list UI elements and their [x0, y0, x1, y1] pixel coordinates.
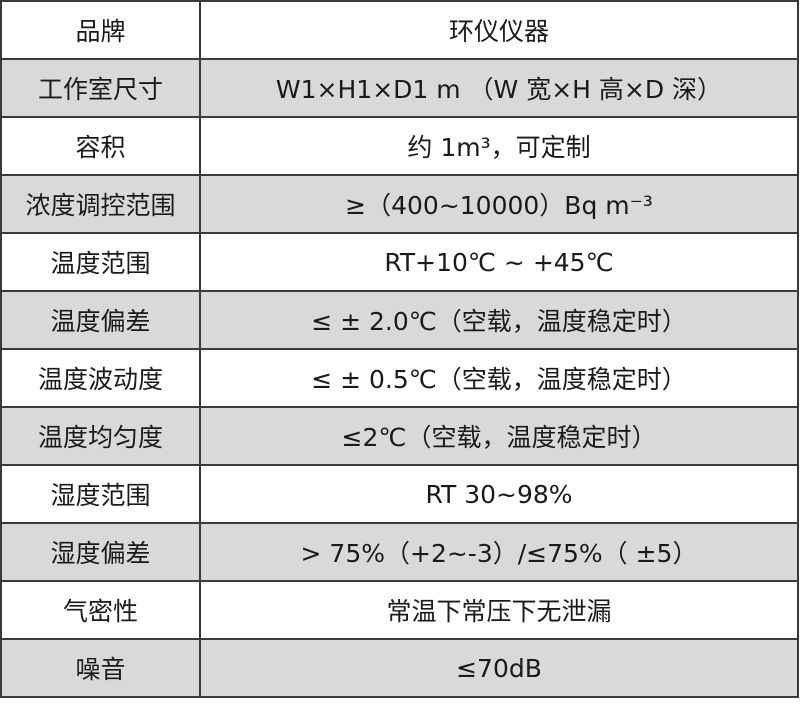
- spec-label: 温度范围: [0, 232, 201, 292]
- spec-label: 气密性: [0, 580, 201, 640]
- table-row: 气密性 常温下常压下无泄漏: [0, 580, 799, 640]
- spec-value: W1×H1×D1 m （W 宽×H 高×D 深）: [199, 58, 799, 118]
- table-row: 温度均匀度 ≤2℃（空载，温度稳定时）: [0, 406, 799, 466]
- table-row: 温度偏差 ≤ ± 2.0℃（空载，温度稳定时）: [0, 290, 799, 350]
- spec-label: 温度波动度: [0, 348, 201, 408]
- table-row: 温度范围 RT+10℃ ~ +45℃: [0, 232, 799, 292]
- table-row: 品牌 环仪仪器: [0, 0, 799, 60]
- table-row: 容积约 1m³，可定制: [0, 116, 799, 176]
- spec-label: 工作室尺寸: [0, 58, 201, 118]
- spec-value: ≥（400~10000）Bq m⁻³: [199, 174, 799, 234]
- spec-value: RT 30~98%: [199, 464, 799, 524]
- spec-table: 品牌 环仪仪器 工作室尺寸 W1×H1×D1 m （W 宽×H 高×D 深） 容积约 1…: [0, 0, 799, 698]
- table-row: 工作室尺寸 W1×H1×D1 m （W 宽×H 高×D 深）: [0, 58, 799, 118]
- spec-label: 湿度范围: [0, 464, 201, 524]
- spec-value: ≤70dB: [199, 638, 799, 698]
- table-row: 温度波动度 ≤ ± 0.5℃（空载，温度稳定时）: [0, 348, 799, 408]
- spec-label: 品牌: [0, 0, 201, 60]
- spec-value: 常温下常压下无泄漏: [199, 580, 799, 640]
- spec-label: 容积: [0, 116, 201, 176]
- spec-value: > 75%（+2~-3）/≤75%（ ±5）: [199, 522, 799, 582]
- spec-value: ≤ ± 2.0℃（空载，温度稳定时）: [199, 290, 799, 350]
- spec-value: 约 1m³，可定制: [199, 116, 799, 176]
- spec-value: ≤2℃（空载，温度稳定时）: [199, 406, 799, 466]
- table-row: 湿度偏差 > 75%（+2~-3）/≤75%（ ±5）: [0, 522, 799, 582]
- table-row: 湿度范围 RT 30~98%: [0, 464, 799, 524]
- spec-label: 湿度偏差: [0, 522, 201, 582]
- spec-value: ≤ ± 0.5℃（空载，温度稳定时）: [199, 348, 799, 408]
- table-row: 浓度调控范围 ≥（400~10000）Bq m⁻³: [0, 174, 799, 234]
- spec-label: 温度偏差: [0, 290, 201, 350]
- spec-value: RT+10℃ ~ +45℃: [199, 232, 799, 292]
- spec-label: 温度均匀度: [0, 406, 201, 466]
- spec-label: 噪音: [0, 638, 201, 698]
- spec-value: 环仪仪器: [199, 0, 799, 60]
- spec-label: 浓度调控范围: [0, 174, 201, 234]
- table-row: 噪音 ≤70dB: [0, 638, 799, 698]
